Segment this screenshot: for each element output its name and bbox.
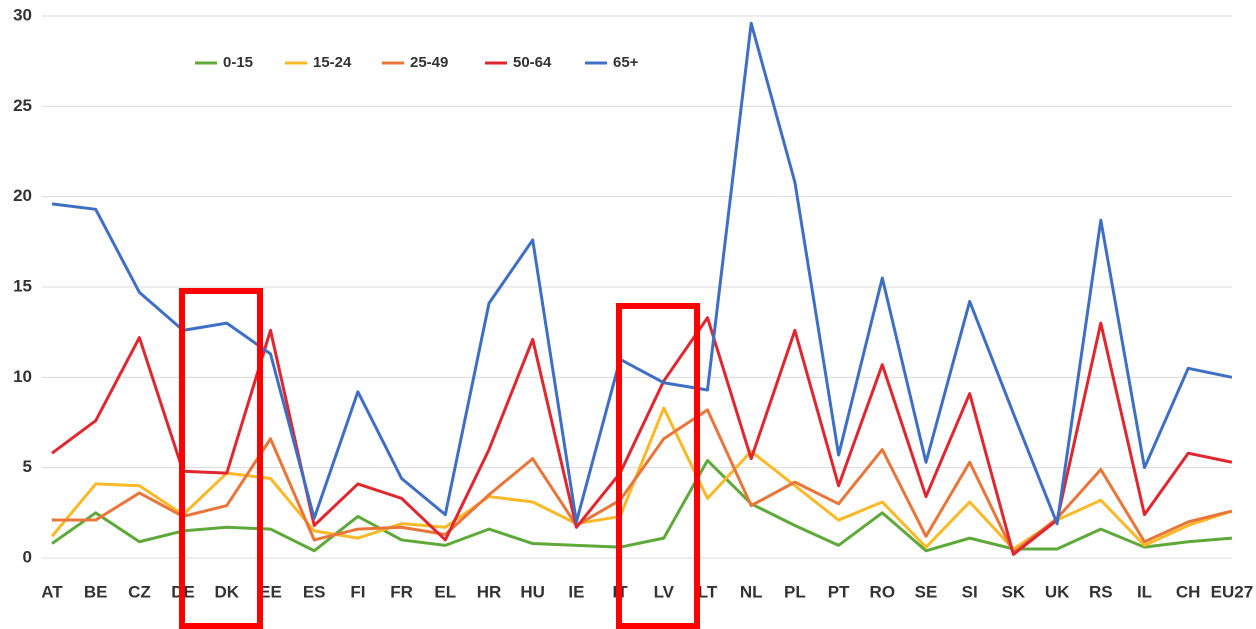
x-tick-label: LT [698,582,718,601]
x-tick-label: SE [915,582,938,601]
legend-label: 25-49 [410,54,448,71]
y-tick-label: 15 [13,276,32,295]
legend-label: 65+ [613,54,639,71]
x-tick-label: SI [962,582,978,601]
y-tick-label: 5 [23,457,32,476]
x-tick-label: IE [568,582,584,601]
x-tick-label: ES [303,582,326,601]
x-tick-label: RO [870,582,896,601]
y-tick-label: 0 [23,547,32,566]
legend-label: 50-64 [513,54,552,71]
highlight-box [616,303,700,629]
y-tick-label: 25 [13,96,32,115]
y-tick-label: 10 [13,367,32,386]
y-tick-label: 30 [13,5,32,24]
x-tick-label: EL [434,582,456,601]
highlight-box [179,288,263,629]
x-tick-label: HR [477,582,502,601]
x-tick-label: SK [1002,582,1026,601]
x-tick-label: UK [1045,582,1070,601]
y-tick-label: 20 [13,186,32,205]
x-tick-label: EE [259,582,282,601]
legend-label: 0-15 [223,54,253,71]
x-tick-label: PL [784,582,806,601]
x-tick-label: FI [350,582,365,601]
series-line [52,408,1233,555]
x-tick-label: EU27 [1211,582,1254,601]
series-line [51,316,1233,556]
series-line [51,21,1233,526]
x-tick-label: BE [84,582,108,601]
x-tick-label: PT [828,582,850,601]
x-tick-label: RS [1089,582,1113,601]
x-tick-label: HU [520,582,545,601]
legend-label: 15-24 [313,54,352,71]
x-tick-label: CH [1176,582,1201,601]
x-tick-label: NL [740,582,763,601]
x-tick-label: CZ [128,582,151,601]
x-tick-label: FR [390,582,413,601]
series-line [51,458,1233,553]
x-tick-label: IL [1137,582,1152,601]
x-tick-label: AT [41,582,63,601]
x-tick-label: DK [215,582,240,601]
x-tick-label: LV [654,582,675,601]
